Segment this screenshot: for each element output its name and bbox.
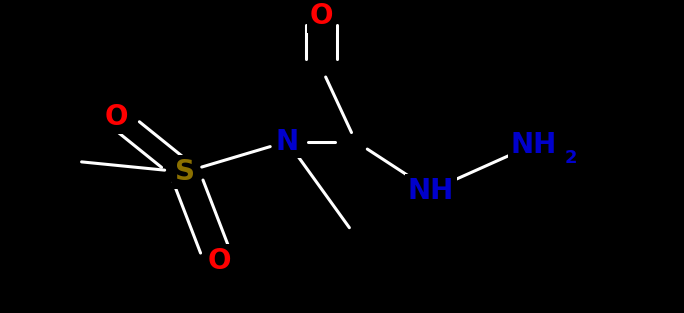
Text: O: O <box>105 103 128 131</box>
Text: NH: NH <box>510 131 557 159</box>
Text: O: O <box>310 2 333 30</box>
Text: NH: NH <box>408 177 454 204</box>
Text: S: S <box>174 158 195 186</box>
Text: 2: 2 <box>565 149 577 167</box>
Text: O: O <box>207 247 231 275</box>
Text: N: N <box>276 127 299 156</box>
